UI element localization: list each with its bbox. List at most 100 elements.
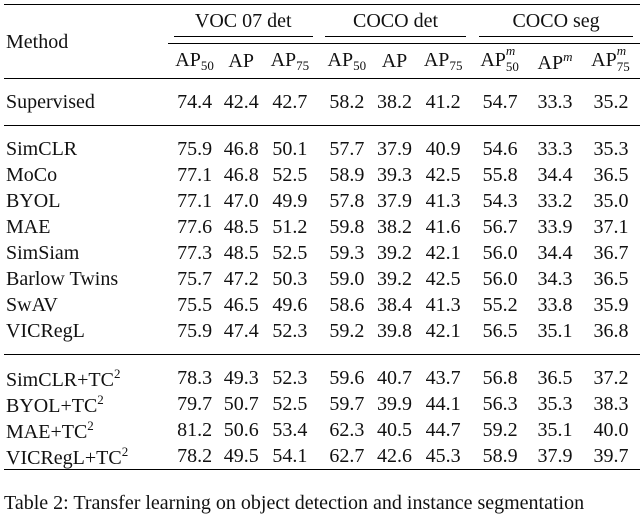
method-name: VICRegL: [6, 320, 85, 342]
value-cell: 38.2: [376, 91, 412, 113]
value-cell: 41.3: [425, 190, 461, 212]
value-cell: 56.5: [482, 320, 518, 342]
value-cell: 42.5: [425, 164, 461, 186]
value-cell: 77.1: [177, 164, 213, 186]
value-cell: 36.5: [593, 164, 629, 186]
value-cell: 39.8: [376, 320, 412, 342]
metric-header-row: AP50 AP AP75 AP50 AP AP75 AP m 50 APm AP m 75: [4, 42, 640, 79]
value-cell: 81.2: [177, 419, 213, 441]
table-row: SwAV 75.5 46.5 49.6 58.6 38.4 41.3 55.2 33.8 35.9: [4, 292, 640, 318]
value-cell: 52.5: [272, 164, 308, 186]
value-cell: 56.0: [482, 268, 518, 290]
value-cell: 56.0: [482, 242, 518, 264]
value-cell: 77.1: [177, 190, 213, 212]
method-header: Method: [6, 30, 69, 53]
value-cell: 41.6: [425, 216, 461, 238]
value-cell: 36.8: [593, 320, 629, 342]
metric-header: AP50: [175, 49, 214, 73]
value-cell: 59.6: [329, 367, 365, 389]
value-cell: 48.5: [223, 242, 259, 264]
table-caption: Table 2: Transfer learning on object det…: [4, 492, 585, 514]
value-cell: 49.9: [272, 190, 308, 212]
value-cell: 75.9: [177, 138, 213, 160]
value-cell: 54.3: [482, 190, 518, 212]
method-name: SimCLR: [6, 138, 78, 160]
method-name: SwAV: [6, 294, 58, 316]
results-body: Supervised 74.4 42.4 42.7 58.2 38.2 41.2 54.7 33…: [4, 78, 640, 470]
value-cell: 37.9: [376, 138, 412, 160]
value-cell: 42.7: [272, 91, 308, 113]
value-cell: 52.5: [272, 393, 308, 415]
value-cell: 40.0: [593, 419, 629, 441]
group-header-coco-seg: COCO seg: [472, 5, 640, 44]
metric-header: AP50: [327, 49, 367, 73]
table-row: VICRegL+TC2 78.2 49.5 54.1 62.7 42.6 45.3 58.9 3…: [4, 443, 640, 470]
value-cell: 38.3: [593, 393, 629, 415]
value-cell: 77.6: [177, 216, 213, 238]
value-cell: 40.7: [376, 367, 412, 389]
value-cell: 59.2: [329, 320, 365, 342]
group-header-voc: VOC 07 det: [168, 5, 319, 44]
value-cell: 59.7: [329, 393, 365, 415]
value-cell: 37.9: [537, 445, 573, 467]
group-header-row: Method VOC 07 det COCO det COCO seg: [4, 4, 640, 52]
value-cell: 56.8: [482, 367, 518, 389]
value-cell: 36.5: [593, 268, 629, 290]
value-cell: 75.5: [177, 294, 213, 316]
table-row: Supervised 74.4 42.4 42.7 58.2 38.2 41.2 54.7 33…: [4, 78, 640, 126]
value-cell: 49.6: [272, 294, 308, 316]
value-cell: 35.3: [593, 138, 629, 160]
method-name: BYOL+TC2: [6, 391, 104, 417]
value-cell: 75.9: [177, 320, 213, 342]
value-cell: 35.1: [537, 419, 573, 441]
value-cell: 37.1: [593, 216, 629, 238]
group-header-coco-det: COCO det: [319, 5, 472, 44]
value-cell: 46.5: [223, 294, 259, 316]
table-row: SimCLR 75.9 46.8 50.1 57.7 37.9 40.9 54.6 33.3 35…: [4, 125, 640, 163]
value-cell: 49.3: [223, 367, 259, 389]
value-cell: 54.6: [482, 138, 518, 160]
value-cell: 47.0: [223, 190, 259, 212]
value-cell: 47.4: [223, 320, 259, 342]
value-cell: 35.9: [593, 294, 629, 316]
value-cell: 58.2: [329, 91, 365, 113]
value-cell: 40.5: [376, 419, 412, 441]
value-cell: 52.3: [272, 320, 308, 342]
value-cell: 58.6: [329, 294, 365, 316]
value-cell: 57.7: [329, 138, 365, 160]
value-cell: 51.2: [272, 216, 308, 238]
method-name: Supervised: [6, 91, 95, 113]
method-name: VICRegL+TC2: [6, 443, 129, 469]
value-cell: 56.3: [482, 393, 518, 415]
value-cell: 41.2: [425, 91, 461, 113]
value-cell: 35.3: [537, 393, 573, 415]
value-cell: 50.1: [272, 138, 308, 160]
value-cell: 47.2: [223, 268, 259, 290]
value-cell: 57.8: [329, 190, 365, 212]
value-cell: 38.2: [376, 216, 412, 238]
metric-header: AP75: [423, 49, 463, 73]
metric-header: AP m 50: [480, 42, 519, 74]
table-row: BYOL 77.1 47.0 49.9 57.8 37.9 41.3 54.3 33.2 35.0: [4, 188, 640, 214]
table-row: MAE 77.6 48.5 51.2 59.8 38.2 41.6 56.7 33.9 37.1: [4, 214, 640, 240]
value-cell: 50.7: [223, 393, 259, 415]
value-cell: 54.1: [272, 445, 308, 467]
value-cell: 34.3: [537, 268, 573, 290]
value-cell: 42.5: [425, 268, 461, 290]
value-cell: 50.6: [223, 419, 259, 441]
value-cell: 34.4: [537, 164, 573, 186]
value-cell: 39.3: [376, 164, 412, 186]
value-cell: 45.3: [425, 445, 461, 467]
table-row: SimSiam 77.3 48.5 52.5 59.3 39.2 42.1 56.0 34.4 3…: [4, 240, 640, 266]
value-cell: 52.3: [272, 367, 308, 389]
metric-header: AP75: [270, 49, 310, 73]
value-cell: 55.8: [482, 164, 518, 186]
value-cell: 38.4: [376, 294, 412, 316]
value-cell: 58.9: [329, 164, 365, 186]
method-name: SimSiam: [6, 242, 80, 264]
value-cell: 37.2: [593, 367, 629, 389]
value-cell: 39.9: [376, 393, 412, 415]
value-cell: 44.1: [425, 393, 461, 415]
value-cell: 33.8: [537, 294, 573, 316]
table-row: MAE+TC2 81.2 50.6 53.4 62.3 40.5 44.7 59.2 35.1 4…: [4, 417, 640, 443]
